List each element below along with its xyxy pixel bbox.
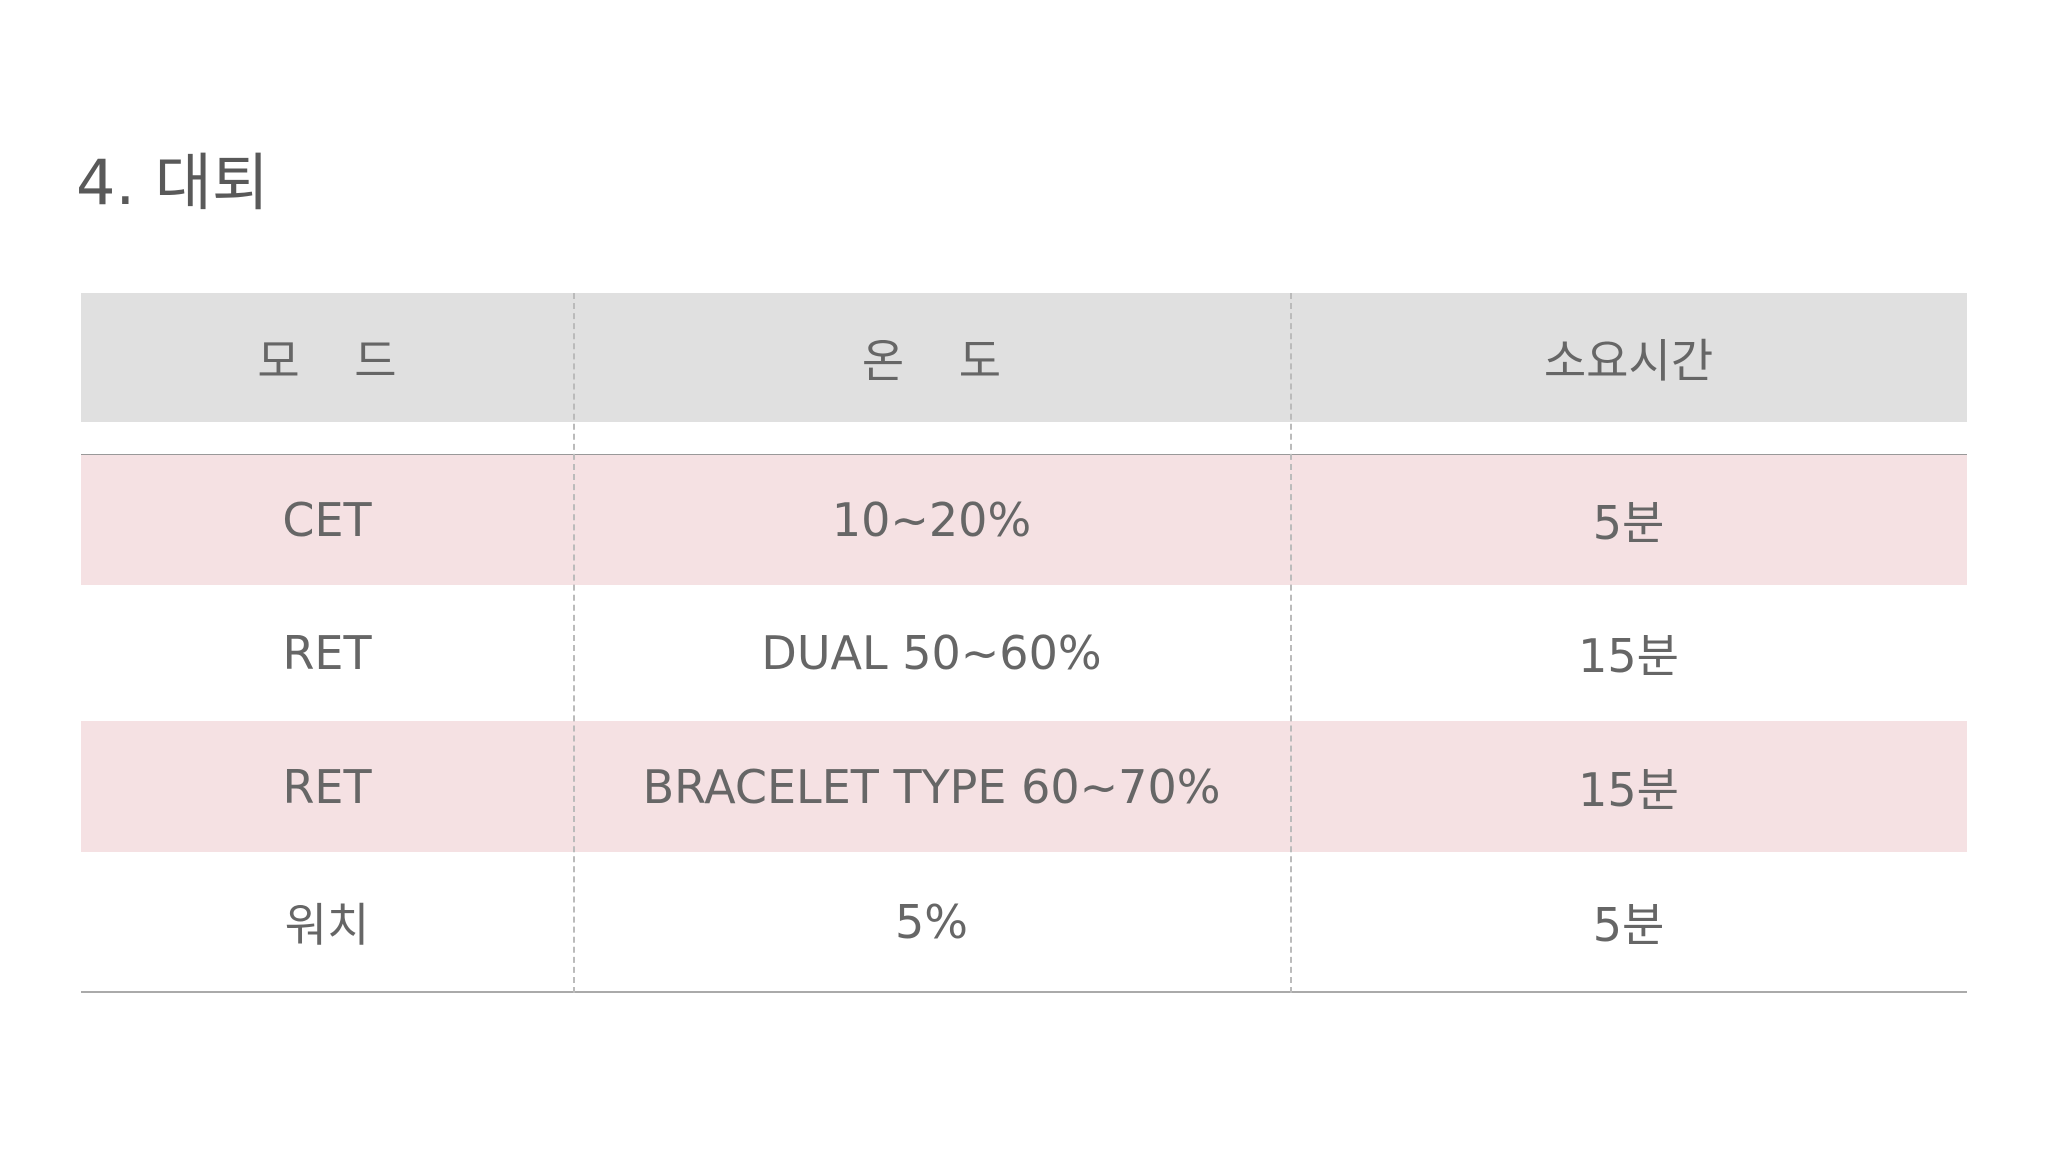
column-divider: [1290, 293, 1292, 993]
table-row: CET 10~20% 5분: [81, 455, 1967, 585]
header-cell: 소요시간: [1543, 333, 1714, 388]
table-cell: DUAL 50~60%: [761, 626, 1102, 680]
column-divider: [573, 293, 575, 993]
page-title: 4. 대퇴: [76, 146, 269, 219]
header-cell: 모 드: [257, 333, 397, 388]
table-cell: 5분: [1592, 496, 1665, 550]
table-row: RET BRACELET TYPE 60~70% 15분: [81, 721, 1967, 852]
table-cell: 워치: [284, 897, 370, 952]
table-cell: RET: [282, 626, 372, 680]
table-cell: 5%: [895, 894, 968, 949]
table-cell: 5분: [1592, 897, 1665, 952]
table-row: 워치 5% 5분: [81, 852, 1967, 991]
table-cell: 15분: [1578, 629, 1679, 683]
table-cell: RET: [282, 759, 372, 814]
header-row: 모 드 온 도 소요시간: [81, 293, 1967, 422]
table-cell: 10~20%: [831, 493, 1032, 547]
table-cell: 15분: [1578, 762, 1679, 817]
header-cell: 온 도: [861, 333, 1002, 388]
table-cell: CET: [282, 493, 372, 547]
table-row: RET DUAL 50~60% 15분: [81, 585, 1967, 721]
bottom-rule: [81, 991, 1967, 993]
table-cell: BRACELET TYPE 60~70%: [642, 759, 1221, 814]
